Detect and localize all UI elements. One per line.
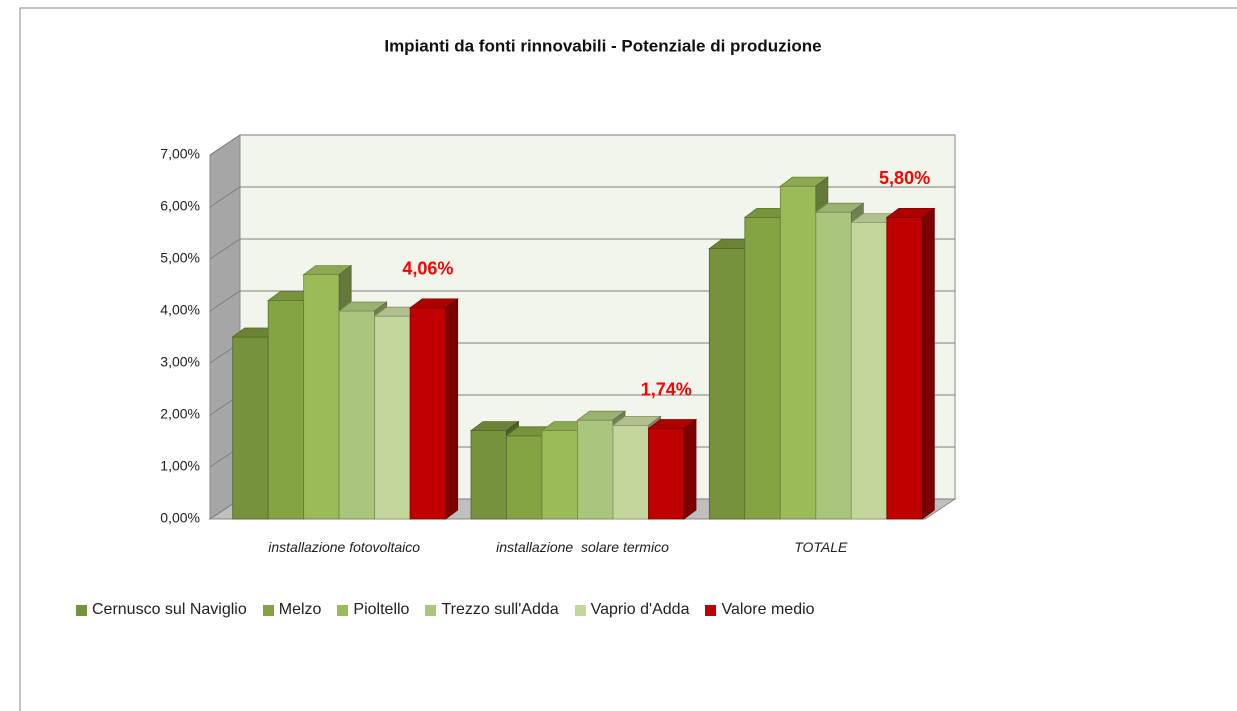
legend-item: Melzo xyxy=(262,601,322,619)
bar-front xyxy=(338,310,376,520)
y-tick-label: 2,00% xyxy=(160,406,200,422)
bar-side xyxy=(921,207,935,520)
y-tick-label: 0,00% xyxy=(160,510,200,526)
x-tick-label: installazione solare termico xyxy=(496,539,669,555)
data-label: 1,74% xyxy=(641,379,692,399)
chart-title: Impianti da fonti rinnovabili - Potenzia… xyxy=(384,36,821,55)
legend-item: Vaprio d'Adda xyxy=(574,601,690,619)
bar-front xyxy=(506,435,543,520)
data-label: 4,06% xyxy=(402,259,453,279)
y-tick-label: 7,00% xyxy=(160,146,200,162)
bar-front xyxy=(303,274,340,520)
bar-front xyxy=(815,211,852,520)
bar-front xyxy=(850,222,888,520)
legend-item: Valore medio xyxy=(705,601,815,619)
legend-swatch xyxy=(705,604,717,616)
y-tick-label: 5,00% xyxy=(160,250,200,266)
bar-front xyxy=(708,248,746,520)
legend-label: Vaprio d'Adda xyxy=(590,601,690,618)
y-tick-label: 4,00% xyxy=(160,302,200,318)
bar-front xyxy=(470,430,507,520)
bar-front xyxy=(886,216,923,520)
grid-line xyxy=(209,186,955,208)
y-tick-label: 1,00% xyxy=(160,458,200,474)
bar-front xyxy=(612,424,649,520)
legend-item: Trezzo sull'Adda xyxy=(425,601,559,619)
bar-side xyxy=(683,418,697,520)
y-tick-label: 3,00% xyxy=(160,354,200,370)
x-tick-label: TOTALE xyxy=(794,539,848,555)
legend-item: Pioltello xyxy=(337,601,409,619)
legend-swatch xyxy=(262,604,274,616)
bar-front xyxy=(541,430,578,520)
bar-front xyxy=(744,216,781,520)
data-label: 5,80% xyxy=(879,168,930,188)
legend-swatch xyxy=(76,604,87,616)
legend-label: Pioltello xyxy=(353,601,410,618)
bar-side xyxy=(445,298,459,520)
legend-label: Trezzo sull'Adda xyxy=(441,601,559,618)
bar-front xyxy=(409,307,447,520)
x-tick-label: installazione fotovoltaico xyxy=(268,539,421,555)
legend-swatch xyxy=(574,604,586,616)
legend-label: Valore medio xyxy=(721,601,815,618)
y-tick-label: 6,00% xyxy=(160,198,200,214)
legend-swatch xyxy=(425,604,437,616)
legend-item: Cernusco sul Naviglio xyxy=(76,601,247,619)
bar-front xyxy=(374,315,411,520)
legend-label: Cernusco sul Naviglio xyxy=(92,601,247,618)
bar-front xyxy=(267,300,305,520)
bar-front xyxy=(648,428,685,520)
bar-front xyxy=(232,336,269,520)
legend-label: Melzo xyxy=(278,601,322,618)
bar-front xyxy=(577,419,614,520)
grid-line xyxy=(209,238,955,260)
grid-line xyxy=(209,134,955,156)
legend-swatch xyxy=(337,604,349,616)
bar-front xyxy=(779,185,817,520)
legend: Cernusco sul Naviglio Melzo Pioltello Trezz… xyxy=(76,601,815,619)
